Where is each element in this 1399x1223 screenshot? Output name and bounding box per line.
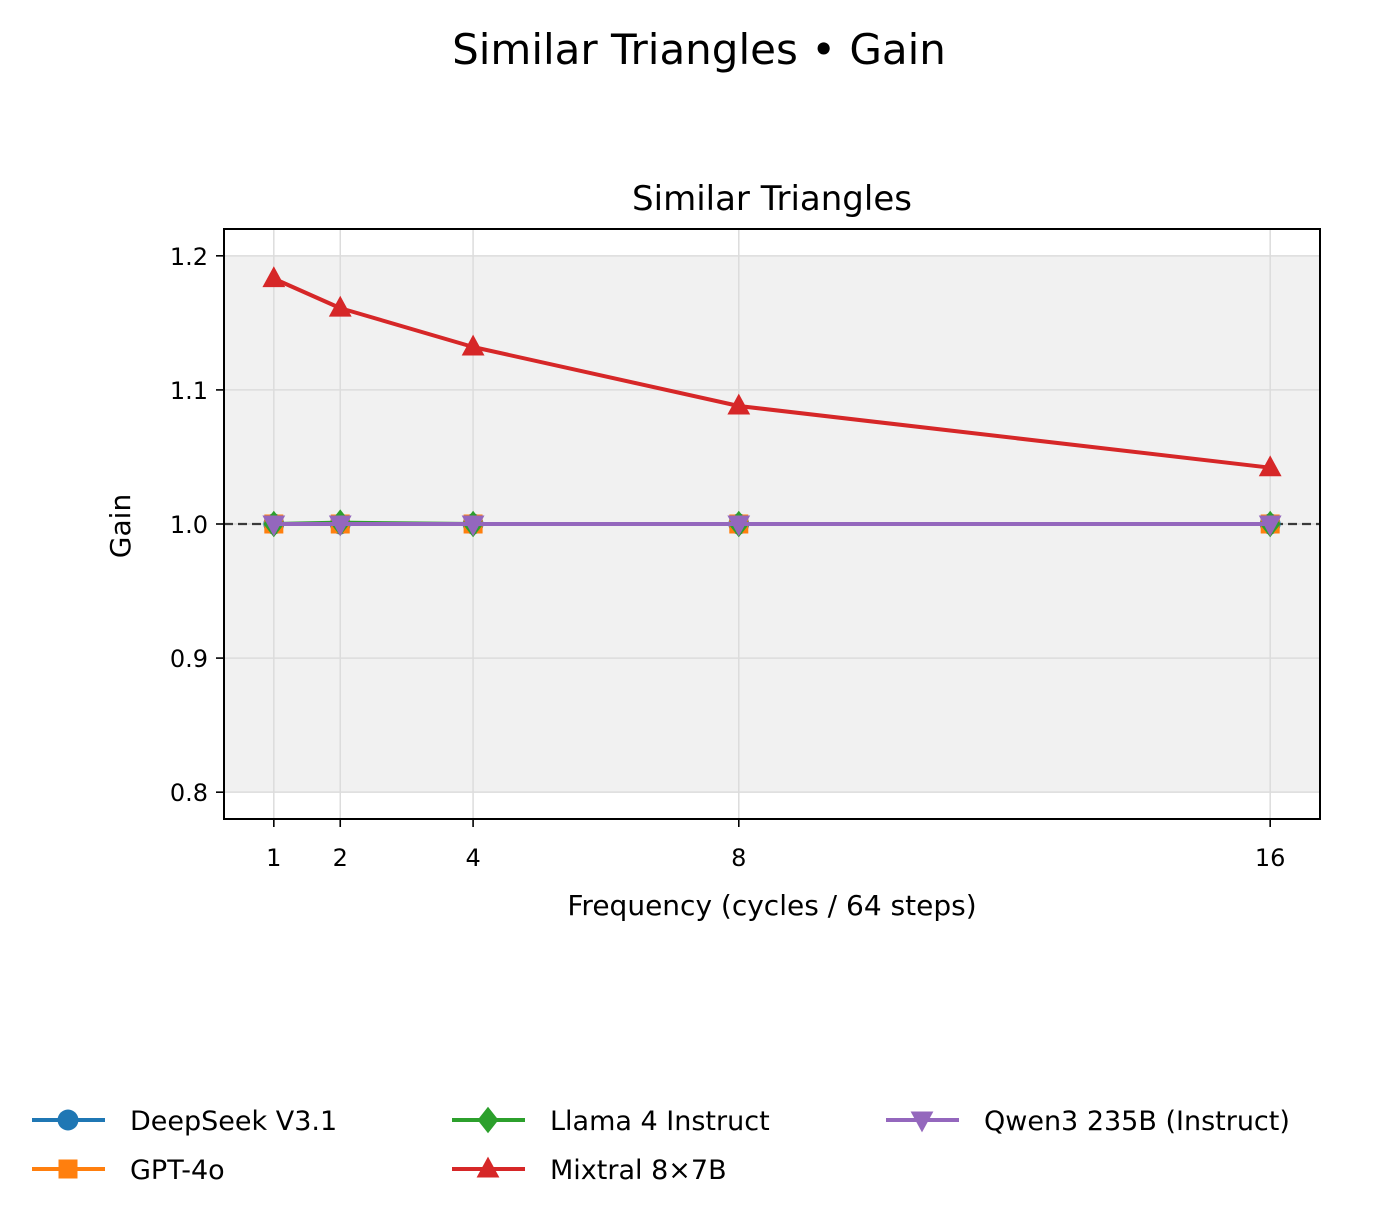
x-axis-label: Frequency (cycles / 64 steps) — [567, 889, 976, 922]
data-point — [727, 393, 751, 415]
x-tick-label: 4 — [465, 844, 480, 872]
legend-item: GPT-4o — [32, 1155, 225, 1186]
data-point — [262, 266, 286, 288]
y-tick-label: 1.2 — [170, 243, 208, 271]
legend-label: GPT-4o — [130, 1155, 225, 1186]
x-tick-label: 8 — [731, 844, 746, 872]
x-axis-ticks: 1 2 4 8 16 — [266, 819, 1285, 872]
legend-label: Llama 4 Instruct — [550, 1106, 770, 1137]
x-tick-label: 16 — [1255, 844, 1286, 872]
data-point — [328, 515, 352, 537]
legend-item: Llama 4 Instruct — [452, 1106, 770, 1137]
data-point — [461, 515, 485, 537]
axes-title: Similar Triangles — [632, 179, 912, 219]
series-qwen3-235b-instruct — [262, 515, 1282, 537]
x-tick-label: 2 — [333, 844, 348, 872]
legend-label: Qwen3 235B (Instruct) — [984, 1106, 1290, 1137]
figure-title: Similar Triangles • Gain — [452, 25, 946, 74]
legend-item: Qwen3 235B (Instruct) — [886, 1106, 1290, 1137]
data-point — [328, 295, 352, 317]
x-tick-label: 1 — [266, 844, 281, 872]
legend-label: Mixtral 8×7B — [550, 1155, 727, 1186]
legend-marker — [477, 1106, 499, 1134]
data-point — [262, 515, 286, 537]
series-mixtral-8-7b — [262, 266, 1282, 477]
legend-item: Mixtral 8×7B — [452, 1155, 727, 1186]
y-tick-label: 1.1 — [170, 377, 208, 405]
legend-item: DeepSeek V3.1 — [32, 1106, 337, 1137]
y-axis-ticks: 0.8 0.9 1.0 1.1 1.2 — [170, 243, 224, 807]
series-group — [262, 266, 1282, 538]
data-point — [1258, 455, 1282, 477]
data-point — [727, 515, 751, 537]
data-point — [461, 334, 485, 356]
legend-marker — [476, 1156, 500, 1178]
legend-label: DeepSeek V3.1 — [130, 1106, 337, 1137]
legend: DeepSeek V3.1 GPT-4o Llama 4 Instruct Mixtr… — [32, 1106, 1290, 1186]
legend-marker — [57, 1109, 79, 1131]
legend-marker — [910, 1111, 934, 1133]
y-tick-label: 0.8 — [170, 779, 208, 807]
y-axis-label: Gain — [104, 494, 137, 558]
y-tick-label: 0.9 — [170, 645, 208, 673]
legend-marker — [58, 1159, 78, 1179]
y-tick-label: 1.0 — [170, 511, 208, 539]
data-point — [1258, 515, 1282, 537]
